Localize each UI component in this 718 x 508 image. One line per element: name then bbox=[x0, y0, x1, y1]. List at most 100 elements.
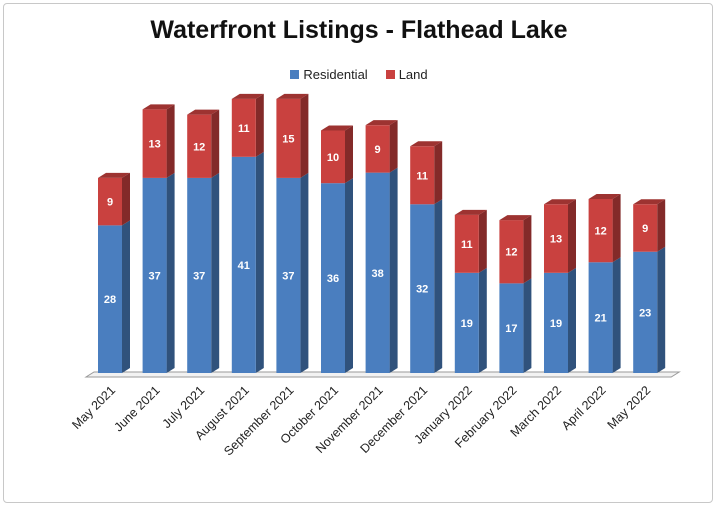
bar-side-land bbox=[612, 194, 621, 263]
bar-top-land bbox=[499, 215, 532, 221]
chart-title: Waterfront Listings - Flathead Lake bbox=[150, 16, 568, 44]
bar-top-land bbox=[588, 194, 621, 199]
data-label-land: 12 bbox=[594, 226, 606, 238]
bar-land bbox=[187, 114, 212, 178]
data-label-land: 15 bbox=[282, 133, 294, 145]
bar-side-residential bbox=[568, 267, 576, 373]
bar-land bbox=[365, 125, 390, 173]
bar-land bbox=[98, 177, 122, 226]
bar-side-land bbox=[166, 104, 175, 178]
bar-land bbox=[544, 204, 568, 273]
data-label-land: 11 bbox=[416, 170, 428, 182]
bar-top-land bbox=[365, 120, 398, 126]
bar-residential bbox=[454, 272, 479, 373]
data-label-residential: 32 bbox=[416, 284, 428, 296]
bar-top-land bbox=[544, 199, 576, 205]
bar-land bbox=[454, 214, 479, 273]
bar-side-land bbox=[122, 172, 130, 226]
bar-residential bbox=[321, 183, 345, 373]
legend: Residential Land bbox=[0, 67, 718, 82]
data-label-land: 11 bbox=[238, 123, 250, 135]
data-label-residential: 19 bbox=[461, 318, 473, 330]
data-label-residential: 19 bbox=[550, 318, 562, 330]
bar-top-land bbox=[633, 199, 666, 205]
data-label-residential: 37 bbox=[193, 270, 205, 282]
bar-side-residential bbox=[434, 199, 443, 373]
bar-side-residential bbox=[345, 178, 353, 373]
bar-land bbox=[410, 146, 435, 205]
data-label-residential: 37 bbox=[148, 270, 160, 282]
legend-item-land: Land bbox=[385, 67, 428, 82]
bar-side-residential bbox=[300, 172, 309, 373]
bar-side-residential bbox=[122, 220, 130, 373]
bar-residential bbox=[499, 283, 524, 373]
legend-swatch-land bbox=[385, 70, 395, 79]
bar-side-land bbox=[255, 93, 264, 157]
data-label-land: 13 bbox=[148, 139, 160, 151]
data-label-residential: 28 bbox=[104, 294, 116, 306]
data-label-land: 12 bbox=[193, 141, 205, 153]
bar-land bbox=[633, 204, 658, 252]
data-label-residential: 41 bbox=[238, 260, 250, 272]
bar-residential bbox=[544, 272, 568, 373]
bar-top-land bbox=[454, 209, 487, 215]
bar-side-land bbox=[389, 120, 398, 173]
bar-top-land bbox=[98, 172, 130, 178]
bar-side-land bbox=[434, 141, 443, 205]
bar-top-land bbox=[231, 93, 264, 99]
bar-residential bbox=[365, 172, 390, 373]
bar-top-land bbox=[276, 93, 309, 99]
bar-residential bbox=[187, 177, 212, 373]
bar-side-residential bbox=[657, 246, 666, 373]
bar-side-residential bbox=[255, 151, 264, 373]
bar-land bbox=[142, 109, 167, 178]
bar-side-residential bbox=[166, 172, 175, 373]
bar-land bbox=[276, 98, 301, 178]
legend-swatch-residential bbox=[290, 70, 300, 79]
x-tick-label: June 2021 bbox=[112, 383, 163, 434]
bar-side-residential bbox=[523, 278, 532, 373]
legend-label-residential: Residential bbox=[303, 67, 368, 82]
x-tick-label: April 2022 bbox=[559, 383, 609, 433]
bar-land bbox=[321, 130, 345, 184]
bar-residential bbox=[588, 262, 613, 373]
data-label-residential: 17 bbox=[505, 323, 517, 335]
bar-residential bbox=[276, 177, 301, 373]
data-label-residential: 38 bbox=[371, 268, 383, 280]
data-label-land: 9 bbox=[375, 144, 381, 156]
bar-side-residential bbox=[211, 172, 220, 373]
data-label-land: 13 bbox=[550, 234, 562, 246]
bar-land bbox=[588, 199, 613, 263]
data-label-land: 9 bbox=[107, 197, 113, 209]
bar-side-land bbox=[478, 209, 487, 273]
data-label-residential: 37 bbox=[282, 270, 294, 282]
bar-top-land bbox=[187, 109, 220, 115]
data-label-land: 9 bbox=[642, 223, 648, 235]
bar-side-land bbox=[568, 199, 576, 273]
data-label-residential: 36 bbox=[327, 273, 339, 285]
legend-label-land: Land bbox=[398, 67, 428, 82]
bar-residential bbox=[633, 251, 658, 373]
data-label-land: 11 bbox=[461, 239, 473, 251]
bar-side-land bbox=[345, 125, 353, 184]
bar-top-land bbox=[321, 125, 353, 131]
bar-side-residential bbox=[389, 167, 398, 373]
data-label-residential: 23 bbox=[639, 307, 651, 319]
bar-side-land bbox=[300, 93, 309, 178]
bar-land bbox=[499, 220, 524, 284]
bar-residential bbox=[98, 225, 122, 373]
bar-side-residential bbox=[612, 257, 621, 373]
bar-side-residential bbox=[478, 267, 487, 373]
bar-side-land bbox=[211, 109, 220, 178]
bar-side-land bbox=[523, 215, 532, 284]
bar-residential bbox=[231, 156, 256, 373]
bar-residential bbox=[142, 177, 167, 373]
data-label-land: 12 bbox=[505, 247, 517, 259]
data-label-residential: 21 bbox=[594, 313, 606, 325]
bar-side-land bbox=[657, 199, 666, 252]
bar-top-land bbox=[142, 104, 175, 110]
x-tick-label: May 2022 bbox=[605, 383, 654, 432]
bar-residential bbox=[410, 204, 435, 373]
bar-top-land bbox=[410, 141, 443, 147]
